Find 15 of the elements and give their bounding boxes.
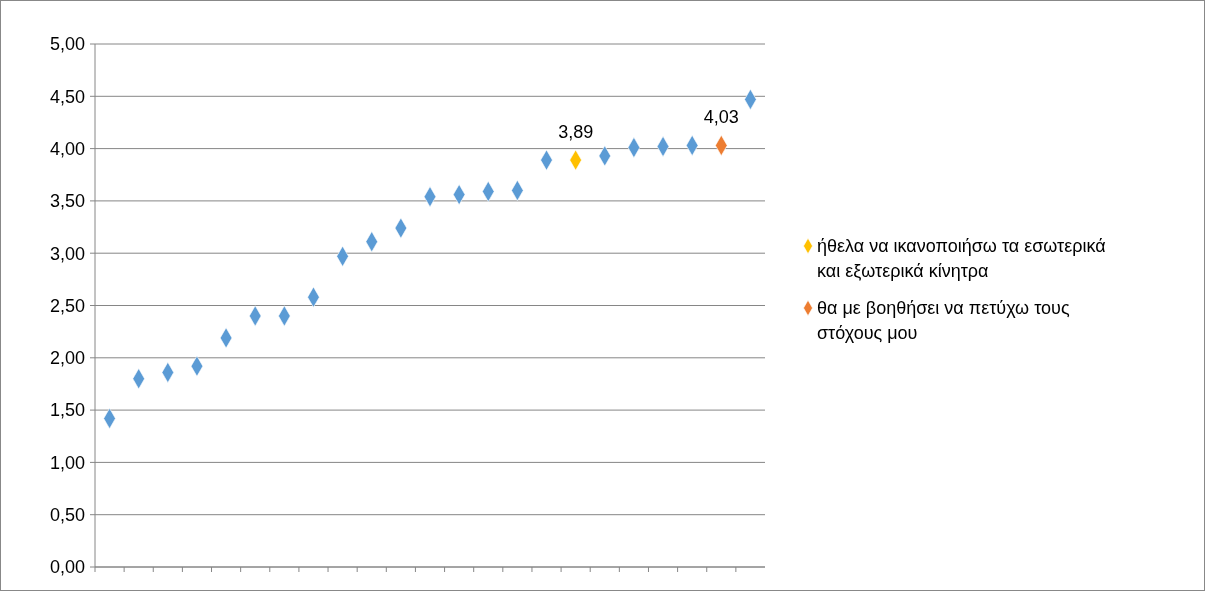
y-tick-label: 4,50 (49, 86, 85, 107)
data-label: 3,89 (558, 122, 594, 143)
y-tick-label: 3,00 (49, 243, 85, 264)
y-tick-label: 4,00 (49, 138, 85, 159)
y-tick-label: 1,50 (49, 400, 85, 421)
y-tick-label: 0,00 (49, 557, 85, 578)
y-tick-label: 2,50 (49, 295, 85, 316)
y-tick-label: 3,50 (49, 191, 85, 212)
data-label: 4,03 (703, 107, 739, 128)
legend-label: ήθελα να ικανοποιήσω τα εσωτερικά και εξωτερικά κίνητρα (817, 236, 1106, 282)
y-tick-label: 1,00 (49, 452, 85, 473)
y-tick-label: 5,00 (49, 34, 85, 55)
y-tick-label: 2,00 (49, 348, 85, 369)
legend-label: θα με βοηθήσει να πετύχω τους στόχους μου (817, 298, 1070, 344)
y-tick-label: 0,50 (49, 505, 85, 525)
